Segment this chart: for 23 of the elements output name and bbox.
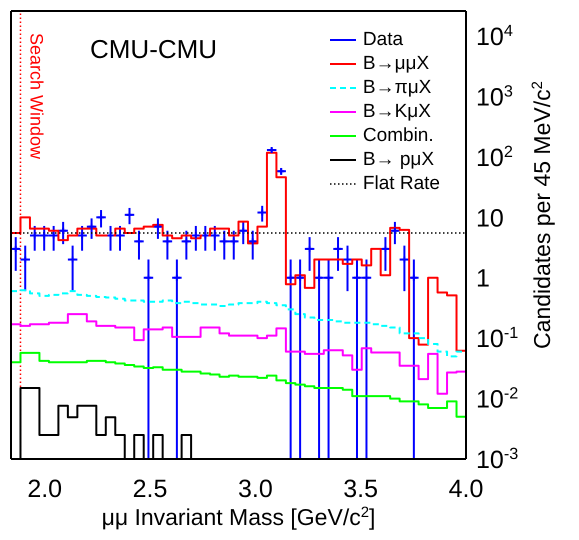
y-tick-label: 1 — [476, 264, 490, 293]
text: CMU-CMU — [90, 34, 218, 65]
legend-label: B→KμX — [362, 100, 431, 124]
legend-label: Flat Rate — [362, 172, 440, 196]
y-tick-label: 10$^{3}$ — [476, 82, 513, 112]
legend-label: Data — [362, 28, 404, 52]
y-tick-label: 10$^{-3}$ — [476, 445, 518, 474]
x-tick-label: 3.5 — [343, 475, 378, 503]
y-tick-label: 10$^{4}$ — [476, 22, 513, 52]
legend-label: B→μμX — [362, 52, 430, 76]
ref-line-label: Search Window — [26, 33, 46, 160]
legend-label: B→ pμX — [362, 148, 434, 172]
x-tick-label: 4.0 — [448, 475, 484, 503]
y-tick-label: 10$^{2}$ — [476, 142, 513, 172]
legend-label: B→πμX — [362, 76, 432, 100]
x-tick-label: 2.0 — [27, 475, 62, 503]
y-tick-label: 10 — [476, 204, 504, 232]
y-tick-label: 10$^{-1}$ — [476, 324, 518, 354]
x-tick-label: 3.0 — [238, 475, 273, 503]
x-tick-label: 2.5 — [132, 475, 168, 503]
legend-label: Combin. — [362, 124, 434, 148]
y-tick-label: 10$^{-2}$ — [476, 384, 518, 414]
x-axis-title: μμ Invariant Mass [GeV/c$^{2}$] — [102, 504, 376, 530]
